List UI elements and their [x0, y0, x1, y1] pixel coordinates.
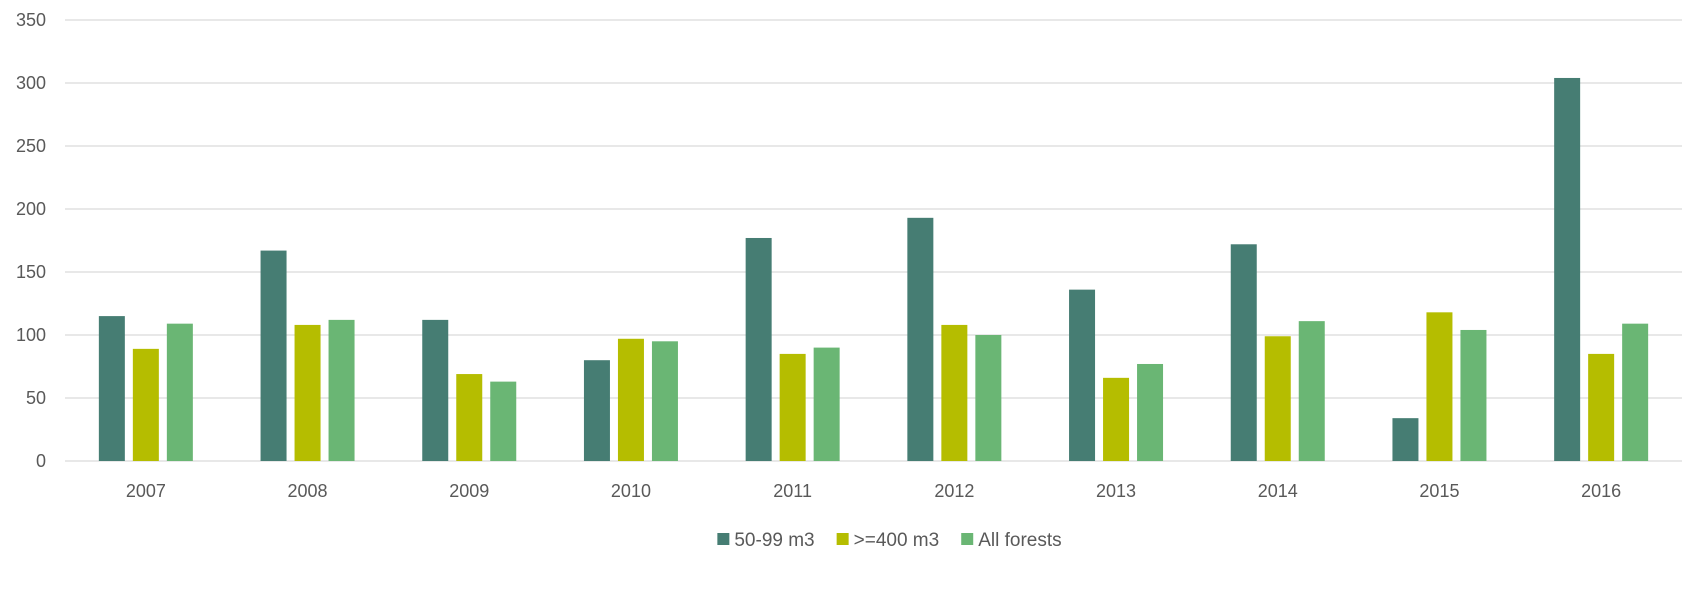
bars	[98, 77, 1649, 462]
x-axis-tick-labels: 2007 2008 2009 2010 2011 2012 2013 2014 2015 2016	[126, 481, 1621, 501]
x-tick-label: 2008	[288, 481, 328, 501]
bar-2011-series-1	[745, 237, 772, 461]
bar-2008-series-2	[294, 324, 321, 461]
bar-2013-series-2	[1103, 377, 1130, 461]
legend: 50-99 m3 >=400 m3 All forests	[717, 530, 1062, 551]
bar-2009-series-3	[490, 381, 517, 461]
x-tick-label: 2014	[1258, 481, 1298, 501]
x-tick-label: 2013	[1096, 481, 1136, 501]
legend-label: >=400 m3	[854, 530, 940, 551]
bar-2011-series-3	[813, 347, 840, 461]
y-tick-label: 250	[16, 136, 46, 156]
bar-2007-series-2	[132, 348, 159, 461]
legend-item-2: >=400 m3	[836, 530, 940, 551]
bar-2013-series-1	[1069, 289, 1096, 461]
bar-2016-series-2	[1588, 353, 1615, 461]
bar-2008-series-3	[328, 319, 355, 461]
legend-item-3: All forests	[961, 530, 1062, 551]
y-tick-label: 0	[36, 451, 46, 471]
bar-2016-series-1	[1554, 77, 1581, 462]
y-tick-label: 150	[16, 262, 46, 282]
legend-swatch	[961, 533, 974, 545]
x-tick-label: 2011	[773, 481, 812, 501]
bar-2008-series-1	[260, 250, 287, 461]
bar-2009-series-1	[422, 319, 449, 461]
bar-2011-series-2	[779, 353, 806, 461]
bar-2010-series-2	[617, 338, 644, 461]
bar-2013-series-3	[1137, 363, 1164, 461]
bar-2012-series-3	[975, 335, 1002, 461]
y-tick-label: 300	[16, 73, 46, 93]
x-tick-label: 2009	[449, 481, 489, 501]
bar-2007-series-3	[166, 323, 193, 461]
x-tick-label: 2007	[126, 481, 166, 501]
bar-2015-series-3	[1460, 329, 1487, 461]
bar-2014-series-1	[1230, 244, 1257, 461]
legend-swatch	[717, 533, 730, 545]
bar-2016-series-3	[1622, 323, 1649, 461]
x-tick-label: 2015	[1419, 481, 1459, 501]
bar-2012-series-1	[907, 217, 934, 461]
y-tick-label: 350	[16, 10, 46, 30]
bar-2014-series-2	[1264, 336, 1291, 461]
bar-2014-series-3	[1298, 321, 1325, 461]
y-tick-label: 100	[16, 325, 46, 345]
bar-2012-series-2	[941, 324, 968, 461]
bar-2010-series-3	[651, 341, 678, 461]
legend-swatch	[836, 533, 849, 545]
x-tick-label: 2016	[1581, 481, 1621, 501]
y-axis-tick-labels: 0 50 100 150 200 250 300 350	[16, 10, 46, 471]
y-tick-label: 50	[26, 388, 46, 408]
legend-label: All forests	[978, 530, 1061, 551]
bar-2015-series-2	[1426, 312, 1453, 461]
x-tick-label: 2012	[934, 481, 974, 501]
y-tick-label: 200	[16, 199, 46, 219]
x-tick-label: 2010	[611, 481, 651, 501]
bar-2015-series-1	[1392, 418, 1419, 461]
legend-label: 50-99 m3	[734, 530, 814, 551]
legend-item-1: 50-99 m3	[717, 530, 815, 551]
bar-2010-series-1	[583, 360, 610, 461]
bar-2009-series-2	[456, 374, 483, 461]
bar-2007-series-1	[98, 316, 125, 461]
